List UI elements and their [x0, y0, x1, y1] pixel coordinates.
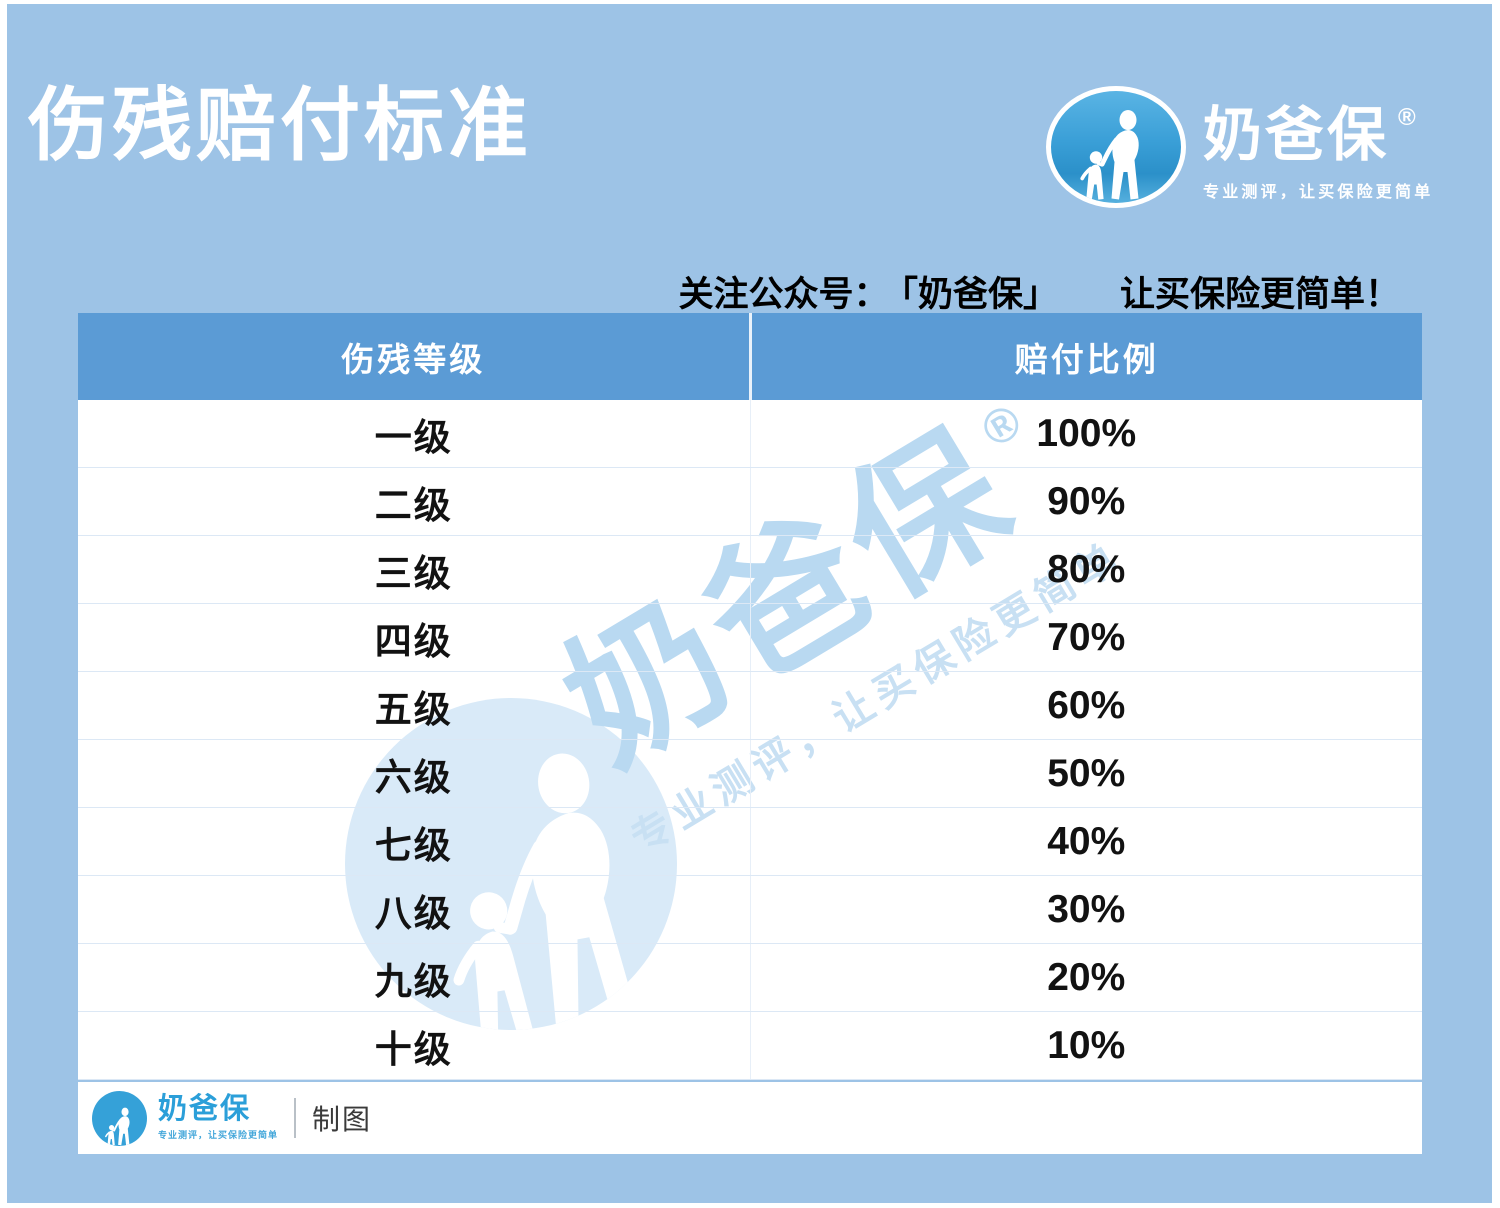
cell-ratio: 80% — [1047, 547, 1126, 591]
cell-ratio: 100% — [1036, 411, 1137, 455]
column-header-ratio: 赔付比例 — [1014, 340, 1159, 378]
table-row: 三级 80% — [78, 536, 1422, 604]
footer-brand-name: 奶爸保 — [158, 1093, 252, 1125]
column-header-level: 伤残等级 — [78, 313, 752, 400]
table-row: 九级 20% — [78, 944, 1422, 1012]
father-child-icon — [1063, 106, 1169, 206]
table-body: 奶爸保® 专业测评，让买保险更简单 一级 100% 二级 90% 三级 80% … — [78, 400, 1422, 1080]
brand-tagline: 专业测评，让买保险更简单 — [1203, 184, 1434, 201]
brand-logo-text: 奶爸保 ® 专业测评，让买保险更简单 — [1203, 86, 1433, 202]
wechat-notice: 关注公众号： 「奶爸保」 让买保险更简单！ — [678, 266, 1400, 317]
table-row: 六级 50% — [78, 740, 1422, 808]
footer-credit-label: 制图 — [312, 1104, 373, 1135]
cell-level: 七级 — [78, 808, 751, 875]
footer-brand: 奶爸保 专业测评，让买保险更简单 — [158, 1095, 278, 1141]
footer-logo-badge — [92, 1090, 147, 1146]
brand-name: 奶爸保 — [1203, 102, 1390, 168]
table-row: 一级 100% — [78, 400, 1422, 468]
table-row: 八级 30% — [78, 876, 1422, 944]
table-row: 五级 60% — [78, 672, 1422, 740]
cell-level: 八级 — [78, 876, 751, 943]
notice-account-name: 「奶爸保」 — [900, 275, 1058, 314]
notice-slogan: 让买保险更简单！ — [1119, 275, 1400, 314]
table-header-row: 伤残等级 赔付比例 — [78, 313, 1422, 400]
cell-level: 一级 — [78, 400, 751, 467]
cell-ratio: 90% — [1047, 479, 1126, 523]
brand-logo-badge — [1046, 86, 1186, 208]
cell-level: 五级 — [78, 672, 751, 739]
cell-level: 九级 — [78, 944, 751, 1011]
cell-ratio: 40% — [1047, 819, 1126, 863]
cell-ratio: 50% — [1047, 751, 1126, 795]
cell-level: 四级 — [78, 604, 751, 671]
table-row: 十级 10% — [78, 1012, 1422, 1080]
footer-divider — [294, 1098, 297, 1138]
brand-logo: 奶爸保 ® 专业测评，让买保险更简单 — [1046, 86, 1433, 208]
cell-level: 二级 — [78, 468, 751, 535]
cell-ratio: 10% — [1047, 1023, 1126, 1067]
table-row: 二级 90% — [78, 468, 1422, 536]
cell-ratio: 30% — [1047, 887, 1126, 931]
footer-brand-tagline: 专业测评，让买保险更简单 — [158, 1130, 279, 1140]
watermark-badge — [345, 698, 677, 1030]
cell-level: 六级 — [78, 740, 751, 807]
table-row: 七级 40% — [78, 808, 1422, 876]
compensation-table: 伤残等级 赔付比例 奶爸保® 专业测评，让买保险更简单 一级 100% 二级 9… — [78, 313, 1422, 1080]
cell-ratio: 60% — [1047, 683, 1126, 727]
table-row: 四级 70% — [78, 604, 1422, 672]
cell-level: 三级 — [78, 536, 751, 603]
cell-level: 十级 — [78, 1012, 751, 1079]
registered-mark: ® — [1398, 104, 1416, 131]
cell-ratio: 70% — [1047, 615, 1126, 659]
footer-credit-bar: 奶爸保 专业测评，让买保险更简单 制图 — [78, 1082, 1422, 1154]
page-title: 伤残赔付标准 — [28, 81, 532, 170]
father-child-icon-small — [98, 1106, 142, 1146]
notice-prefix: 关注公众号： — [678, 275, 889, 314]
cell-ratio: 20% — [1047, 955, 1126, 999]
